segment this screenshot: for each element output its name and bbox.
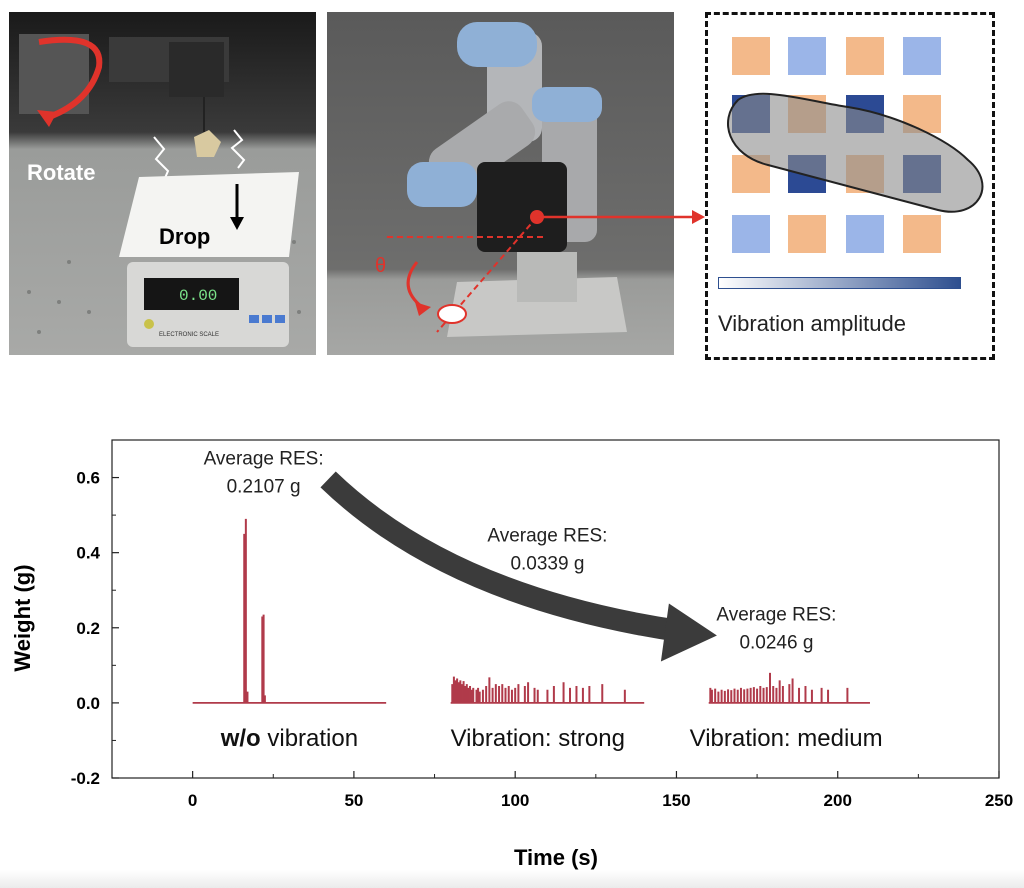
weight-chart: 0 50 100 150 200 250 -0.2 0.0 0.2 0.4 0.6 Average … bbox=[10, 439, 1013, 870]
grid-cell bbox=[903, 215, 941, 253]
amplitude-color-bar bbox=[718, 277, 961, 289]
bottom-fade bbox=[0, 870, 1024, 888]
plot-frame bbox=[111, 439, 1000, 779]
grid-cell bbox=[846, 37, 884, 75]
y-tick-label: 0.6 bbox=[76, 469, 100, 488]
y-tick-label: 0.2 bbox=[76, 619, 100, 638]
series-w-o-vibration bbox=[192, 518, 387, 704]
series-label-text: vibration bbox=[261, 725, 358, 752]
grid-cell bbox=[732, 37, 770, 75]
y-tick-label: -0.2 bbox=[71, 769, 100, 788]
series-label: w/o vibration bbox=[220, 725, 358, 752]
chart-axes: 0 50 100 150 200 250 -0.2 0.0 0.2 0.4 0.6 bbox=[71, 439, 1013, 810]
amplitude-label: Vibration amplitude bbox=[718, 311, 906, 336]
y-tick-label: 0.4 bbox=[76, 544, 100, 563]
series-vibration-medium bbox=[708, 672, 870, 704]
series-label-bold: w/o bbox=[220, 725, 261, 752]
scale-drop-photo: Rotate Drop 0.00 ELECTRONIC SCALE bbox=[9, 12, 316, 355]
series-label: Vibration: medium bbox=[690, 725, 883, 752]
robot-arm-photo: θ bbox=[327, 12, 674, 355]
annotation-value: 0.2107 g bbox=[227, 476, 301, 497]
grid-cell bbox=[903, 37, 941, 75]
robot-arm-illustration bbox=[327, 12, 674, 355]
trend-arrow bbox=[320, 471, 685, 643]
series-label-text: Vibration: strong bbox=[451, 725, 625, 752]
grid-cell bbox=[846, 215, 884, 253]
x-tick-label: 150 bbox=[662, 791, 690, 810]
chart-series bbox=[192, 518, 870, 704]
annotation-value: 0.0339 g bbox=[510, 553, 584, 574]
rotate-label: Rotate bbox=[27, 160, 96, 185]
x-tick-label: 0 bbox=[188, 791, 197, 810]
series-label-text: Vibration: medium bbox=[690, 725, 883, 752]
theta-label: θ bbox=[375, 255, 387, 277]
x-tick-label: 100 bbox=[501, 791, 529, 810]
trend-arrow-head bbox=[660, 603, 717, 662]
series-label: Vibration: strong bbox=[451, 725, 625, 752]
y-axis-label: Weight (g) bbox=[10, 564, 35, 671]
scale-drop-illustration bbox=[9, 12, 316, 355]
scale-brand: ELECTRONIC SCALE bbox=[159, 332, 220, 338]
x-tick-label: 200 bbox=[824, 791, 852, 810]
chart-annotations: Average RES: 0.2107 g Average RES: 0.0339 g… bbox=[204, 448, 883, 752]
contact-region-ellipse bbox=[727, 92, 984, 213]
annotation-title: Average RES: bbox=[716, 604, 836, 625]
scale-display: 0.00 bbox=[179, 287, 218, 305]
x-tick-label: 250 bbox=[985, 791, 1013, 810]
grid-cell bbox=[788, 37, 826, 75]
annotation-value: 0.0246 g bbox=[739, 632, 813, 653]
x-axis-label: Time (s) bbox=[514, 845, 598, 870]
y-tick-label: 0.0 bbox=[76, 694, 100, 713]
x-tick-label: 50 bbox=[344, 791, 363, 810]
grid-cell bbox=[788, 215, 826, 253]
grid-cell bbox=[732, 215, 770, 253]
annotation-title: Average RES: bbox=[487, 525, 607, 546]
vibration-amplitude-inset: Vibration amplitude bbox=[705, 12, 995, 360]
drop-label: Drop bbox=[159, 224, 211, 249]
inset-pointer-arrow bbox=[674, 210, 705, 224]
series-vibration-strong bbox=[450, 676, 645, 704]
annotation-title: Average RES: bbox=[204, 448, 324, 469]
